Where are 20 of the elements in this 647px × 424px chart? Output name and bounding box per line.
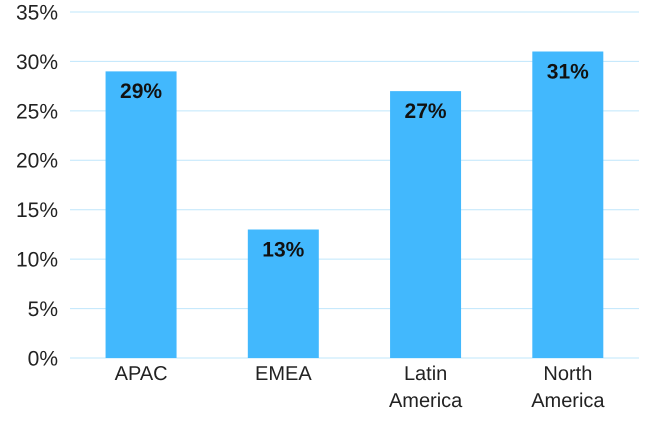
x-tick-label: Latin America bbox=[388, 363, 464, 412]
data-label: 13% bbox=[262, 238, 305, 262]
x-tick-label: North America bbox=[531, 363, 606, 412]
data-label: 31% bbox=[546, 60, 590, 84]
bar bbox=[390, 91, 462, 358]
y-tick-label: 30% bbox=[16, 50, 58, 74]
y-tick-label: 5% bbox=[28, 298, 58, 322]
bar bbox=[532, 52, 604, 358]
x-tick-label: EMEA bbox=[255, 363, 312, 386]
y-tick-label: 10% bbox=[16, 248, 58, 272]
bar bbox=[248, 229, 319, 358]
y-tick-label: 35% bbox=[16, 1, 58, 24]
bar bbox=[106, 71, 177, 358]
data-label: 27% bbox=[404, 100, 447, 123]
y-tick-label: 20% bbox=[16, 150, 58, 173]
y-tick-label: 0% bbox=[28, 347, 58, 370]
data-label: 29% bbox=[120, 80, 162, 104]
y-tick-label: 25% bbox=[16, 100, 58, 124]
x-tick-label: APAC bbox=[114, 363, 168, 386]
y-tick-label: 15% bbox=[16, 199, 58, 222]
